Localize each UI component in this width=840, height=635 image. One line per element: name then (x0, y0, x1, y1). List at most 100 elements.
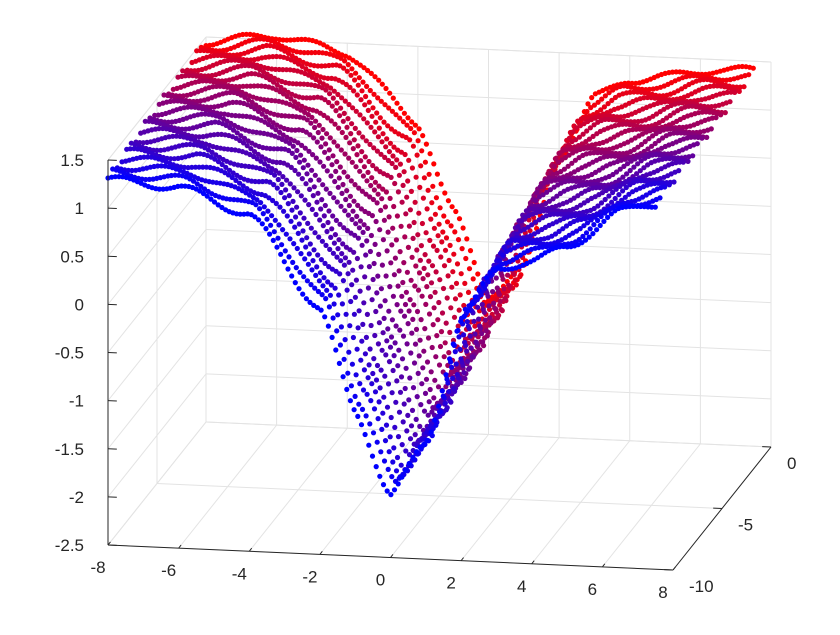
data-point (359, 339, 364, 344)
data-point (351, 88, 356, 93)
data-point (444, 321, 449, 326)
data-point (360, 243, 365, 248)
data-point (462, 376, 467, 381)
data-point (371, 277, 376, 282)
x-tick-mark (602, 564, 604, 567)
data-point (406, 321, 411, 326)
data-point (392, 425, 397, 430)
data-point (345, 371, 350, 376)
data-point (427, 238, 432, 243)
data-point (358, 218, 363, 223)
x-tick-mark (179, 545, 181, 548)
data-point (317, 159, 322, 164)
data-point (388, 141, 393, 146)
data-point (429, 429, 434, 434)
data-point (369, 233, 374, 238)
data-point (408, 126, 413, 131)
data-point (423, 160, 428, 165)
data-point (284, 232, 289, 237)
data-point (338, 204, 343, 209)
data-point (331, 251, 336, 256)
data-point (490, 289, 495, 294)
data-point (403, 386, 408, 391)
data-point (284, 178, 289, 183)
data-point (422, 326, 427, 331)
data-point (316, 235, 321, 240)
data-point (334, 218, 339, 223)
data-point (466, 367, 471, 372)
data-point (405, 115, 410, 120)
data-point (396, 348, 401, 353)
data-point (269, 213, 274, 218)
data-point (491, 301, 496, 306)
data-point (383, 204, 388, 209)
data-point (362, 102, 367, 107)
data-point (472, 260, 477, 265)
data-point (370, 371, 375, 376)
data-point (410, 255, 415, 260)
data-point (440, 310, 445, 315)
data-point (331, 96, 336, 101)
data-point (681, 160, 686, 165)
data-point (499, 307, 504, 312)
data-point (484, 328, 489, 333)
data-point (447, 398, 452, 403)
data-point (307, 187, 312, 192)
data-point (389, 242, 394, 247)
data-point (405, 178, 410, 183)
data-point (390, 390, 395, 395)
data-point (385, 326, 390, 331)
data-point (372, 261, 377, 266)
data-point (390, 161, 395, 166)
data-point (468, 334, 473, 339)
data-point (327, 191, 332, 196)
data-point (290, 260, 295, 265)
data-point (377, 126, 382, 131)
data-point (653, 205, 658, 210)
z-tick-label: 1 (75, 199, 84, 218)
data-point (434, 269, 439, 274)
data-point (420, 365, 425, 370)
data-point (359, 422, 364, 427)
data-point (293, 155, 298, 160)
data-point (591, 222, 596, 227)
data-point (339, 251, 344, 256)
data-point (363, 432, 368, 437)
data-point (413, 263, 418, 268)
data-point (320, 239, 325, 244)
data-point (353, 295, 358, 300)
data-point (313, 212, 318, 217)
data-point (307, 251, 312, 256)
data-point (393, 400, 398, 405)
data-point (333, 169, 338, 174)
data-point (346, 350, 351, 355)
data-point (396, 481, 401, 486)
data-point (326, 156, 331, 161)
data-point (332, 179, 337, 184)
data-point (405, 270, 410, 275)
data-point (445, 219, 450, 224)
data-point (376, 192, 381, 197)
data-point (449, 223, 454, 228)
data-point (381, 237, 386, 242)
data-point (402, 234, 407, 239)
data-point (339, 147, 344, 152)
data-point (727, 99, 732, 104)
data-point (366, 375, 371, 380)
data-point (285, 213, 290, 218)
data-point (324, 288, 329, 293)
data-point (451, 252, 456, 257)
data-point (457, 308, 462, 313)
data-point (485, 333, 490, 338)
data-point (741, 84, 746, 89)
z-tick-label: -1.5 (55, 440, 84, 459)
data-point (382, 316, 387, 321)
data-point (389, 175, 394, 180)
data-point (424, 284, 429, 289)
data-point (395, 363, 400, 368)
data-point (376, 252, 381, 257)
data-point (685, 159, 690, 164)
data-point (408, 297, 413, 302)
data-point (257, 206, 262, 211)
data-point (260, 221, 265, 226)
